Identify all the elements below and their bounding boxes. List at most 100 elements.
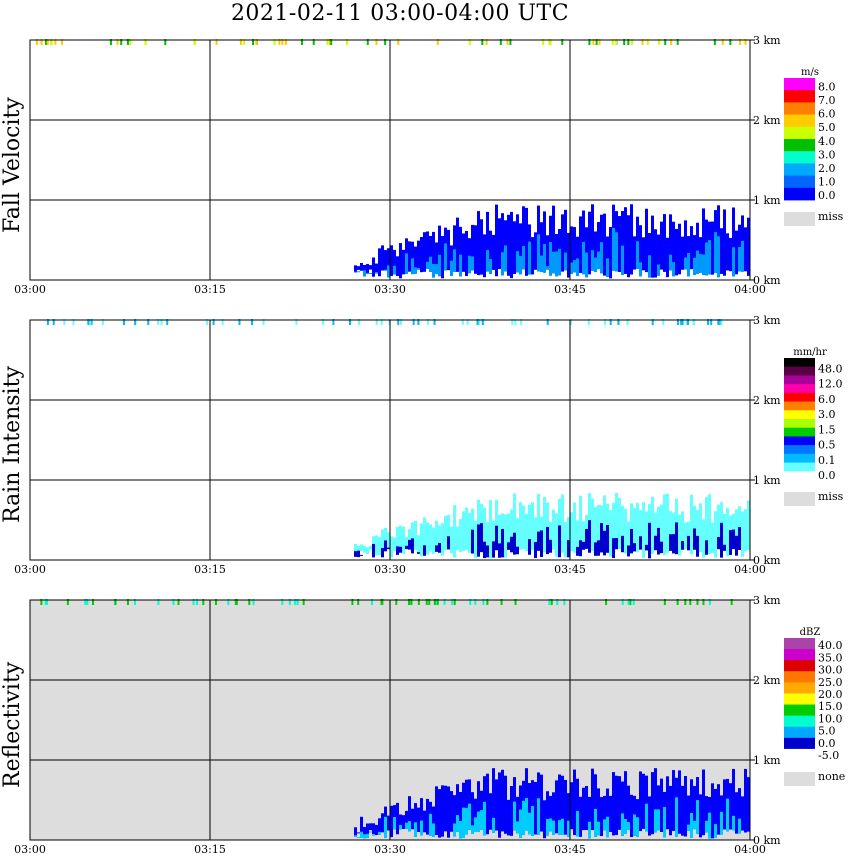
echo-column: [393, 537, 396, 551]
clutter-mark: [221, 319, 224, 325]
echo-region: [354, 204, 750, 279]
echo-core: [438, 254, 441, 277]
echo-column: [594, 774, 597, 837]
clutter-mark: [330, 39, 333, 45]
echo-column: [354, 544, 357, 557]
clutter-mark: [729, 39, 732, 45]
echo-core: [714, 824, 717, 839]
echo-core: [633, 543, 636, 552]
echo-core: [537, 531, 540, 551]
echo-core: [387, 547, 390, 550]
echo-core: [360, 554, 363, 556]
echo-column: [357, 266, 360, 270]
echo-column: [366, 547, 369, 555]
echo-column: [645, 775, 648, 832]
echo-column: [378, 248, 381, 277]
echo-core: [522, 246, 525, 270]
echo-column: [426, 231, 429, 269]
clutter-mark: [627, 599, 630, 605]
echo-column: [681, 511, 684, 550]
legend-swatch: [784, 366, 815, 376]
clutter-mark: [476, 319, 479, 325]
echo-column: [447, 229, 450, 271]
echo-core: [498, 543, 501, 558]
echo-column: [510, 786, 513, 836]
echo-core: [558, 820, 561, 835]
clutter-mark: [109, 39, 112, 45]
echo-column: [450, 791, 453, 832]
clutter-mark: [629, 599, 632, 605]
clutter-mark: [481, 39, 484, 45]
y-tick-label: 0 km: [753, 554, 781, 567]
legend-swatch: [784, 392, 815, 402]
echo-column: [519, 223, 522, 275]
echo-column: [612, 772, 615, 836]
clutter-mark: [302, 599, 305, 605]
clutter-mark: [708, 599, 711, 605]
echo-core: [627, 545, 630, 557]
echo-core: [672, 262, 675, 277]
clutter-mark: [273, 39, 276, 45]
echo-core: [648, 255, 651, 278]
clutter-mark: [720, 319, 723, 325]
echo-core: [507, 542, 510, 550]
clutter-mark: [86, 599, 89, 605]
y-tick-label: 1 km: [753, 474, 781, 487]
clutter-mark: [542, 39, 545, 45]
legend-label: 6.0: [818, 393, 836, 406]
y-tick-label: 2 km: [753, 394, 781, 407]
echo-column: [417, 240, 420, 270]
echo-column: [363, 827, 366, 839]
echo-column: [381, 813, 384, 833]
echo-column: [618, 216, 621, 272]
echo-core: [483, 801, 486, 836]
clutter-mark: [603, 319, 606, 325]
echo-column: [459, 519, 462, 552]
clutter-mark: [166, 319, 169, 325]
clutter-mark: [407, 599, 410, 605]
clutter-mark: [380, 319, 383, 325]
echo-core: [363, 834, 366, 839]
clutter-mark: [425, 599, 428, 605]
echo-column: [666, 776, 669, 830]
echo-core: [495, 525, 498, 551]
echo-core: [630, 528, 633, 554]
echo-column: [711, 783, 714, 839]
echo-column: [597, 788, 600, 836]
echo-core: [621, 535, 624, 553]
echo-core: [429, 813, 432, 836]
echo-column: [639, 225, 642, 277]
legend-missing-label: miss: [818, 490, 844, 503]
echo-column: [690, 494, 693, 555]
clutter-mark: [227, 599, 230, 605]
legend-swatch: [784, 175, 815, 189]
echo-column: [603, 795, 606, 831]
panel-1: 0 km 1 km 2 km 3 km 03:00 03:15 03:30 03:45 04:0…: [14, 314, 843, 576]
echo-core: [597, 540, 600, 556]
echo-column: [495, 500, 498, 551]
legend-swatch: [784, 410, 815, 420]
clutter-mark: [617, 319, 620, 325]
y-tick-label: 1 km: [753, 194, 781, 207]
clutter-mark: [134, 319, 137, 325]
echo-core: [690, 812, 693, 838]
clutter-mark: [500, 599, 503, 605]
echo-core: [519, 809, 522, 838]
echo-region: [354, 492, 750, 559]
clutter-mark: [696, 599, 699, 605]
echo-core: [549, 539, 552, 553]
echo-region: [354, 768, 750, 839]
echo-core: [657, 809, 660, 831]
echo-core: [375, 271, 378, 274]
legend-label: 48.0: [818, 362, 843, 375]
echo-core: [468, 803, 471, 830]
clutter-mark: [689, 599, 692, 605]
echo-core: [405, 253, 408, 274]
clutter-mark: [662, 319, 665, 325]
echo-column: [438, 789, 441, 838]
clutter-mark: [587, 319, 590, 325]
echo-core: [399, 824, 402, 830]
echo-column: [465, 507, 468, 550]
echo-column: [366, 263, 369, 274]
echo-core: [519, 255, 522, 275]
